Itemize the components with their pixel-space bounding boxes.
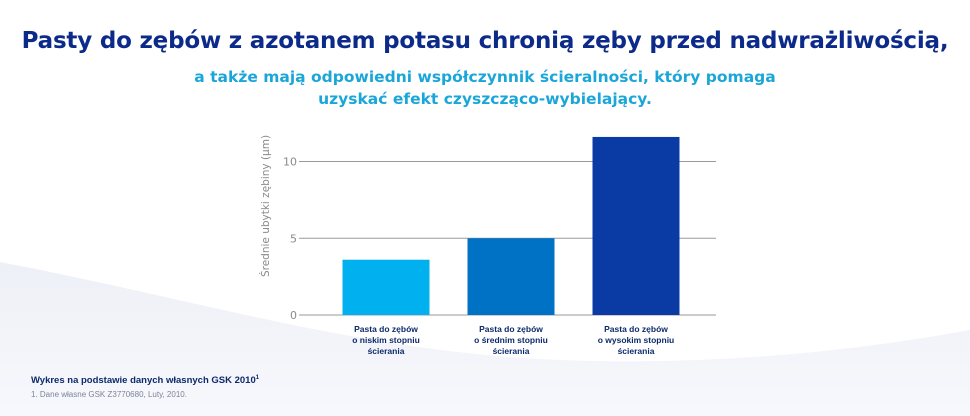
page-title: Pasty do zębów z azotanem potasu chronią… bbox=[21, 28, 949, 54]
y-tick-label: 10 bbox=[283, 156, 297, 169]
x-category-label: Pasta do zębów o wysokim stopniu ścierania bbox=[598, 324, 675, 356]
y-tick-label: 0 bbox=[290, 309, 297, 322]
bar-3 bbox=[592, 136, 680, 315]
x-category-label: Pasta do zębów o niskim stopniu ścierania bbox=[352, 324, 420, 356]
chart-source-text: Wykres na podstawie danych własnych GSK … bbox=[31, 375, 256, 387]
chart-source-note: Wykres na podstawie danych własnych GSK … bbox=[31, 375, 259, 386]
subtitle-line-1: a także mają odpowiedni współczynnik ści… bbox=[194, 68, 776, 86]
chart-reference: 1. Dane własne GSK Z3770680, Luty, 2010. bbox=[31, 390, 187, 399]
x-category-label: Pasta do zębów o średnim stopniu ścierania bbox=[474, 324, 548, 356]
bar-1 bbox=[342, 259, 430, 315]
y-axis-label: Średnie ubytki zębiny (µm) bbox=[259, 135, 272, 277]
page-subtitle: a także mają odpowiedni współczynnik ści… bbox=[185, 66, 785, 110]
chart-source-superscript: 1 bbox=[255, 375, 260, 381]
bar-2 bbox=[467, 238, 555, 315]
y-tick-label: 5 bbox=[290, 232, 297, 245]
subtitle-line-2: uzyskać efekt czyszcząco-wybielający. bbox=[318, 90, 652, 108]
